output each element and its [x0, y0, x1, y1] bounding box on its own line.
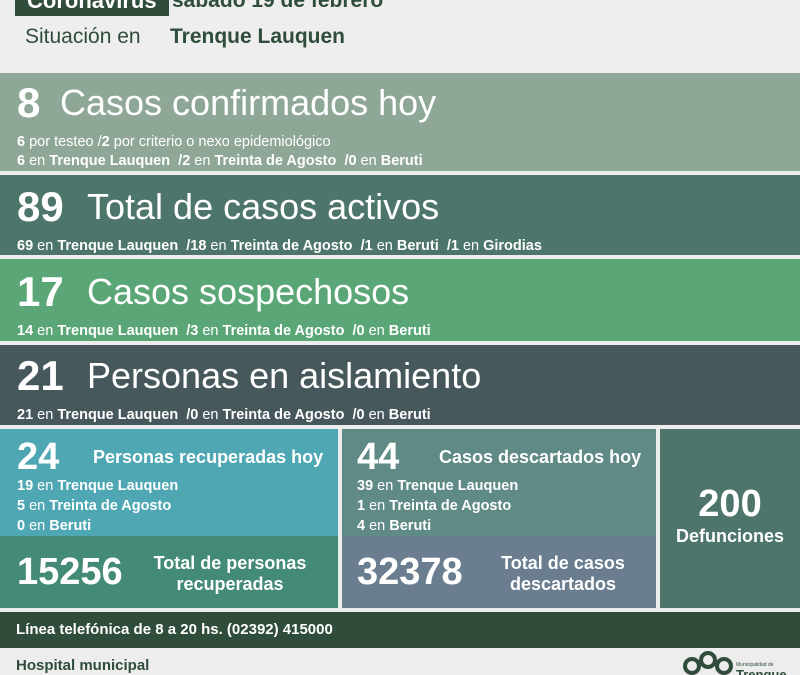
logo-big-text: Trenque	[736, 667, 787, 675]
confirmados-number: 8	[17, 79, 41, 126]
recuperadas-total-panel	[0, 536, 338, 608]
defunciones-panel	[660, 429, 800, 608]
confirmados-band	[0, 73, 800, 171]
descartados-total-label: Total de casos descartados	[501, 553, 625, 594]
logo-small-text: Municipalidad de	[736, 662, 774, 668]
defunciones-label: Defunciones	[675, 526, 785, 546]
sospechosos-title: Casos sospechosos	[87, 271, 410, 312]
descartados-total-number: 32378	[357, 551, 463, 593]
confirmados-line1: 6 por testeo /2 por criterio o nexo epid…	[17, 134, 331, 150]
situacion-label: Situación en	[25, 25, 141, 48]
aislamiento-line: 21 en Trenque Lauquen /0 en Treinta de A…	[17, 407, 431, 423]
descartados-title: Casos descartados hoy	[439, 447, 642, 467]
logo-rings-icon	[683, 651, 733, 675]
nexo-count: 2	[101, 134, 110, 150]
recuperadas-total-label: Total de personas recuperadas	[153, 553, 307, 594]
recuperadas-list: 19 en Trenque Lauquen 5 en Treinta de Ag…	[17, 476, 178, 536]
confirmados-title: Casos confirmados hoy	[60, 82, 437, 123]
header-tag: Coronavirus	[15, 0, 169, 16]
activos-band	[0, 175, 800, 255]
sospechosos-line: 14 en Trenque Lauquen /3 en Treinta de A…	[17, 323, 431, 339]
phone-bar	[0, 612, 800, 648]
confirmados-line2: 6 en Trenque Lauquen /2 en Treinta de Ag…	[17, 153, 423, 169]
header-date: sábado 19 de febrero	[172, 0, 384, 12]
descartados-number: 44	[357, 436, 400, 478]
recuperadas-number: 24	[17, 436, 60, 478]
municipal-logo: Municipalidad de Trenque	[682, 650, 800, 675]
list-item: 0 en Beruti	[17, 518, 92, 534]
aislamiento-band	[0, 345, 800, 425]
recuperadas-title: Personas recuperadas hoy	[93, 447, 324, 467]
activos-number: 89	[17, 183, 64, 230]
list-item: 5 en Treinta de Agosto	[17, 498, 172, 514]
recuperadas-total-number: 15256	[17, 551, 123, 593]
sospechosos-band	[0, 259, 800, 341]
defunciones-number: 200	[698, 483, 762, 525]
phone-text: Línea telefónica de 8 a 20 hs. (02392) 4…	[16, 621, 333, 638]
list-item: 19 en Trenque Lauquen	[17, 478, 179, 494]
aislamiento-title: Personas en aislamiento	[87, 355, 482, 396]
activos-line: 69 en Trenque Lauquen /18 en Treinta de …	[17, 238, 542, 254]
recuperadas-panel	[0, 429, 338, 536]
aislamiento-number: 21	[17, 352, 64, 399]
list-item: 4 en Beruti	[357, 518, 432, 534]
hospital-label: Hospital municipal	[16, 657, 150, 674]
city-name: Trenque Lauquen	[170, 25, 346, 48]
list-item: 1 en Treinta de Agosto	[357, 498, 512, 514]
list-item: 39 en Trenque Lauquen	[357, 478, 519, 494]
testeo-count: 6	[17, 134, 26, 150]
descartados-total-panel	[342, 536, 656, 608]
sospechosos-number: 17	[17, 268, 64, 315]
descartados-panel	[342, 429, 656, 536]
activos-title: Total de casos activos	[87, 186, 440, 227]
descartados-list: 39 en Trenque Lauquen 1 en Treinta de Ag…	[357, 476, 518, 536]
